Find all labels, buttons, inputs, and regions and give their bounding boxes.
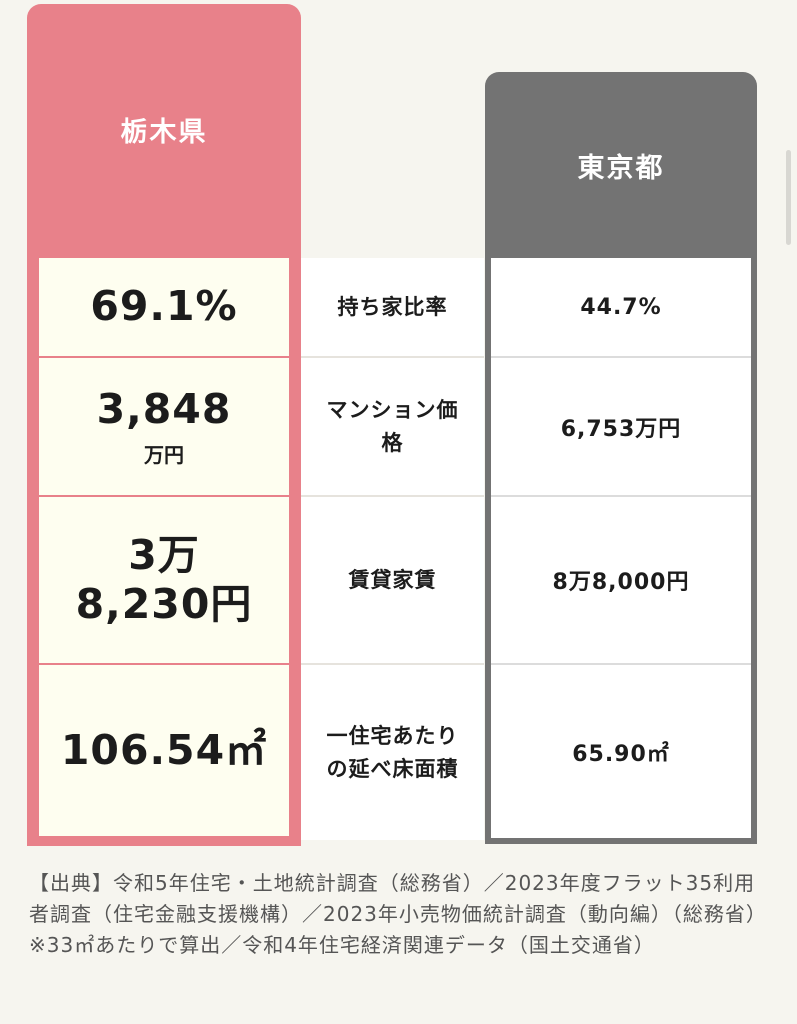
- label-floor-area-cell: 一住宅あたりの延べ床面積: [301, 665, 484, 840]
- tokyo-rent: 8万8,000円: [552, 570, 690, 595]
- tochigi-rent-line1: 3万: [128, 530, 200, 579]
- tokyo-values: 44.7% 6,753万円 8万8,000円 65.90㎡: [491, 258, 751, 838]
- tokyo-ownership-rate: 44.7%: [580, 294, 662, 320]
- tokyo-header-label: 東京都: [577, 152, 665, 184]
- label-column: 持ち家比率 マンション価格 賃貸家賃 一住宅あたりの延べ床面積: [301, 258, 484, 840]
- tokyo-mansion-price: 6,753万円: [560, 416, 682, 442]
- tokyo-ownership-cell: 44.7%: [491, 258, 751, 358]
- label-floor-area: 一住宅あたりの延べ床面積: [326, 723, 459, 781]
- tokyo-header: 東京都: [485, 72, 757, 258]
- tokyo-floor-area-cell: 65.90㎡: [491, 665, 751, 838]
- tokyo-mansion-cell: 6,753万円: [491, 358, 751, 497]
- footnote: 【出典】令和5年住宅・土地統計調査（総務省）／2023年度フラット35利用者調査…: [29, 868, 769, 961]
- scrollbar[interactable]: [786, 150, 791, 245]
- tokyo-rent-cell: 8万8,000円: [491, 497, 751, 665]
- tokyo-floor-area: 65.90㎡: [572, 741, 670, 767]
- label-mansion-price: マンション価格: [326, 397, 459, 455]
- label-ownership-cell: 持ち家比率: [301, 258, 484, 358]
- label-rent-cell: 賃貸家賃: [301, 497, 484, 665]
- tochigi-mansion-price-unit: 万円: [144, 442, 184, 467]
- tochigi-floor-area: 106.54㎡: [60, 725, 268, 774]
- tochigi-mansion-price: 3,848: [96, 385, 232, 434]
- tochigi-mansion-cell: 3,848 万円: [39, 358, 289, 497]
- tochigi-floor-area-cell: 106.54㎡: [39, 665, 289, 836]
- tochigi-header-label: 栃木県: [120, 116, 208, 148]
- tochigi-ownership-rate: 69.1%: [90, 282, 238, 331]
- footnote-note: ※33㎡あたりで算出／令和4年住宅経済関連データ（国土交通省）: [29, 933, 655, 957]
- tokyo-column: 東京都 44.7% 6,753万円 8万8,000円 65.90㎡: [485, 72, 757, 844]
- tochigi-values: 69.1% 3,848 万円 3万 8,230円 106.54㎡: [39, 258, 289, 836]
- tochigi-rent-cell: 3万 8,230円: [39, 497, 289, 665]
- label-rent: 賃貸家賃: [348, 567, 437, 592]
- tochigi-header: 栃木県: [27, 4, 301, 258]
- footnote-source: 【出典】令和5年住宅・土地統計調査（総務省）／2023年度フラット35利用者調査…: [29, 871, 767, 926]
- tochigi-column: 栃木県 69.1% 3,848 万円 3万 8,230円 106.54㎡: [27, 4, 301, 846]
- tochigi-ownership-cell: 69.1%: [39, 258, 289, 358]
- label-ownership-rate: 持ち家比率: [337, 294, 448, 319]
- label-mansion-cell: マンション価格: [301, 358, 484, 497]
- tochigi-rent-line2: 8,230円: [75, 580, 253, 628]
